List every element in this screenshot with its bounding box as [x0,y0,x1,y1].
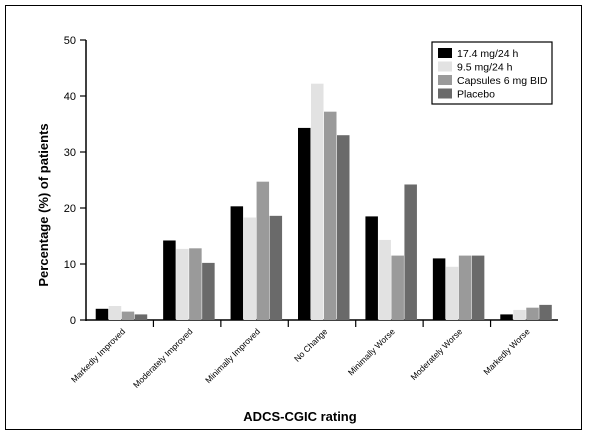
y-axis-title: Percentage (%) of patients [36,123,51,286]
bar [458,255,472,320]
y-tick-label: 20 [64,203,76,215]
y-tick-label: 30 [64,147,76,159]
bar [269,215,283,320]
bar [391,255,404,320]
bar [230,206,244,320]
bar [539,304,552,320]
legend-label: 17.4 mg/24 h [457,48,518,60]
x-category-label: Markedly Worse [481,326,532,377]
bar [243,217,257,320]
bar [311,83,324,321]
legend-swatch [438,61,452,72]
legend-swatch [438,48,452,58]
bar [134,314,148,320]
legend-swatch [438,75,452,85]
bar [378,239,391,320]
bar [471,255,485,320]
bar [163,240,176,320]
y-tick-label: 50 [64,35,76,47]
bar [176,248,189,320]
bars [95,83,552,321]
bar [298,127,311,320]
legend-label: Placebo [457,89,495,101]
bar [337,135,350,320]
bar [121,311,135,320]
bar [324,111,337,321]
bar [202,262,215,320]
y-tick-label: 10 [64,259,76,271]
x-category-label: Minimally Worse [346,326,397,377]
bar [432,258,446,320]
x-category-label: Moderately Improved [131,326,195,390]
legend-label: Capsules 6 mg BID [457,75,548,87]
legend-label: 9.5 mg/24 h [457,62,513,74]
x-axis: Markedly Improved Moderately Improved Mini… [69,319,558,390]
bar [365,216,378,320]
bar [513,309,526,320]
x-category-label: Minimally Improved [203,326,262,385]
x-axis-title: ADCS-CGIC rating [243,409,356,424]
y-tick-label: 40 [64,91,76,103]
bar [445,266,459,320]
y-tick-label: 0 [70,315,76,327]
bar [95,308,109,320]
chart-frame [5,5,582,430]
x-category-label: Markedly Improved [69,326,127,384]
bar [404,184,417,320]
bar [526,307,539,320]
bar [108,306,122,320]
y-axis: 0 10 20 30 40 50 [64,35,87,327]
legend-swatch [438,88,452,99]
bar [500,314,513,320]
bar [256,181,270,320]
bar [189,248,202,320]
x-category-label: Moderately Worse [409,326,465,382]
x-category-label: No Change [292,326,330,364]
